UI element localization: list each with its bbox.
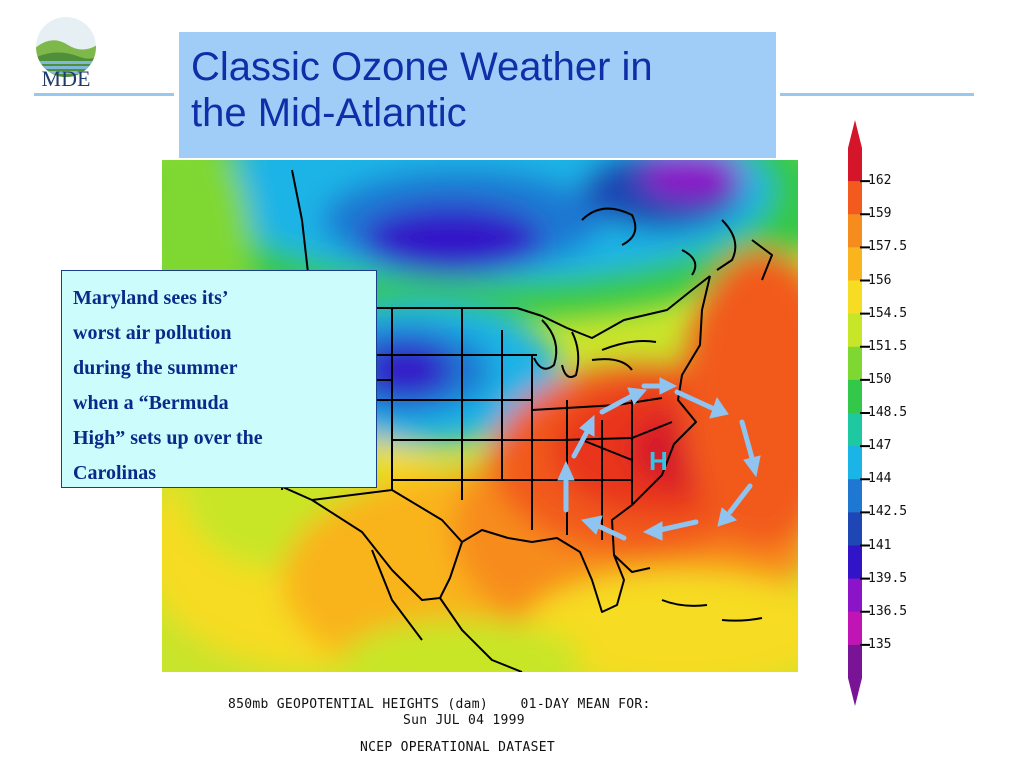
colorbar-segment [848, 181, 862, 215]
colorbar-label: 162 [868, 173, 892, 189]
colorbar-segment [848, 379, 862, 414]
caption-line-2: Sun JUL 04 1999 [403, 713, 525, 728]
title-box: Classic Ozone Weather in the Mid-Atlanti… [179, 32, 776, 158]
colorbar-segment [848, 280, 862, 315]
header-rule-right [780, 93, 974, 96]
callout-line: when a “Bermuda [73, 392, 229, 414]
callout-line: worst air pollution [73, 322, 232, 344]
colorbar [848, 120, 870, 706]
colorbar-label: 142.5 [868, 504, 908, 520]
colorbar-segment [848, 611, 862, 646]
colorbar-segment [848, 214, 862, 248]
colorbar-label: 159 [868, 206, 892, 222]
callout-line: Carolinas [73, 462, 156, 484]
colorbar-label: 141 [868, 537, 892, 553]
callout-line: Maryland sees its’ [73, 287, 229, 309]
colorbar-segment [848, 346, 862, 381]
colorbar-segment [848, 247, 862, 281]
colorbar-segment [848, 313, 862, 348]
caption-line-1: 850mb GEOPOTENTIAL HEIGHTS (dam) 01-DAY … [228, 697, 651, 712]
colorbar-ticks [860, 180, 870, 646]
colorbar-label: 157.5 [868, 239, 908, 255]
colorbar-label: 136.5 [868, 603, 908, 619]
colorbar-label: 144 [868, 471, 892, 487]
colorbar-label: 154.5 [868, 305, 908, 321]
colorbar-segment [848, 148, 862, 182]
callout-line: during the summer [73, 357, 238, 379]
anticyclone-arrows [557, 377, 761, 541]
colorbar-top-arrow [848, 120, 862, 148]
header-rule-left [34, 93, 174, 96]
colorbar-segment [848, 512, 862, 546]
colorbar-bottom-arrow [848, 678, 862, 706]
callout-line: High” sets up over the [73, 427, 263, 449]
colorbar-label: 139.5 [868, 570, 908, 586]
title-line-2: the Mid-Atlantic [191, 91, 467, 135]
colorbar-segment [848, 446, 862, 480]
colorbar-label: 148.5 [868, 405, 908, 420]
colorbar-label: 147 [868, 438, 892, 454]
logo-text: MDE [41, 66, 91, 91]
title-line-1: Classic Ozone Weather in [191, 45, 653, 89]
colorbar-segment [848, 644, 862, 679]
colorbar-segment [848, 413, 862, 447]
colorbar-segment [848, 578, 862, 613]
colorbar-label: 156 [868, 272, 892, 288]
caption-line-3: NCEP OPERATIONAL DATASET [360, 740, 556, 755]
callout-box: Maryland sees its’ worst air pollution d… [61, 270, 377, 488]
mde-logo-icon [36, 17, 96, 77]
colorbar-segment [848, 545, 862, 580]
colorbar-segment [848, 479, 862, 513]
colorbar-label: 150 [868, 371, 892, 387]
colorbar-label: 135 [868, 636, 892, 652]
colorbar-segments [848, 120, 862, 706]
high-pressure-marker: H [649, 446, 668, 476]
colorbar-label: 151.5 [868, 338, 908, 354]
